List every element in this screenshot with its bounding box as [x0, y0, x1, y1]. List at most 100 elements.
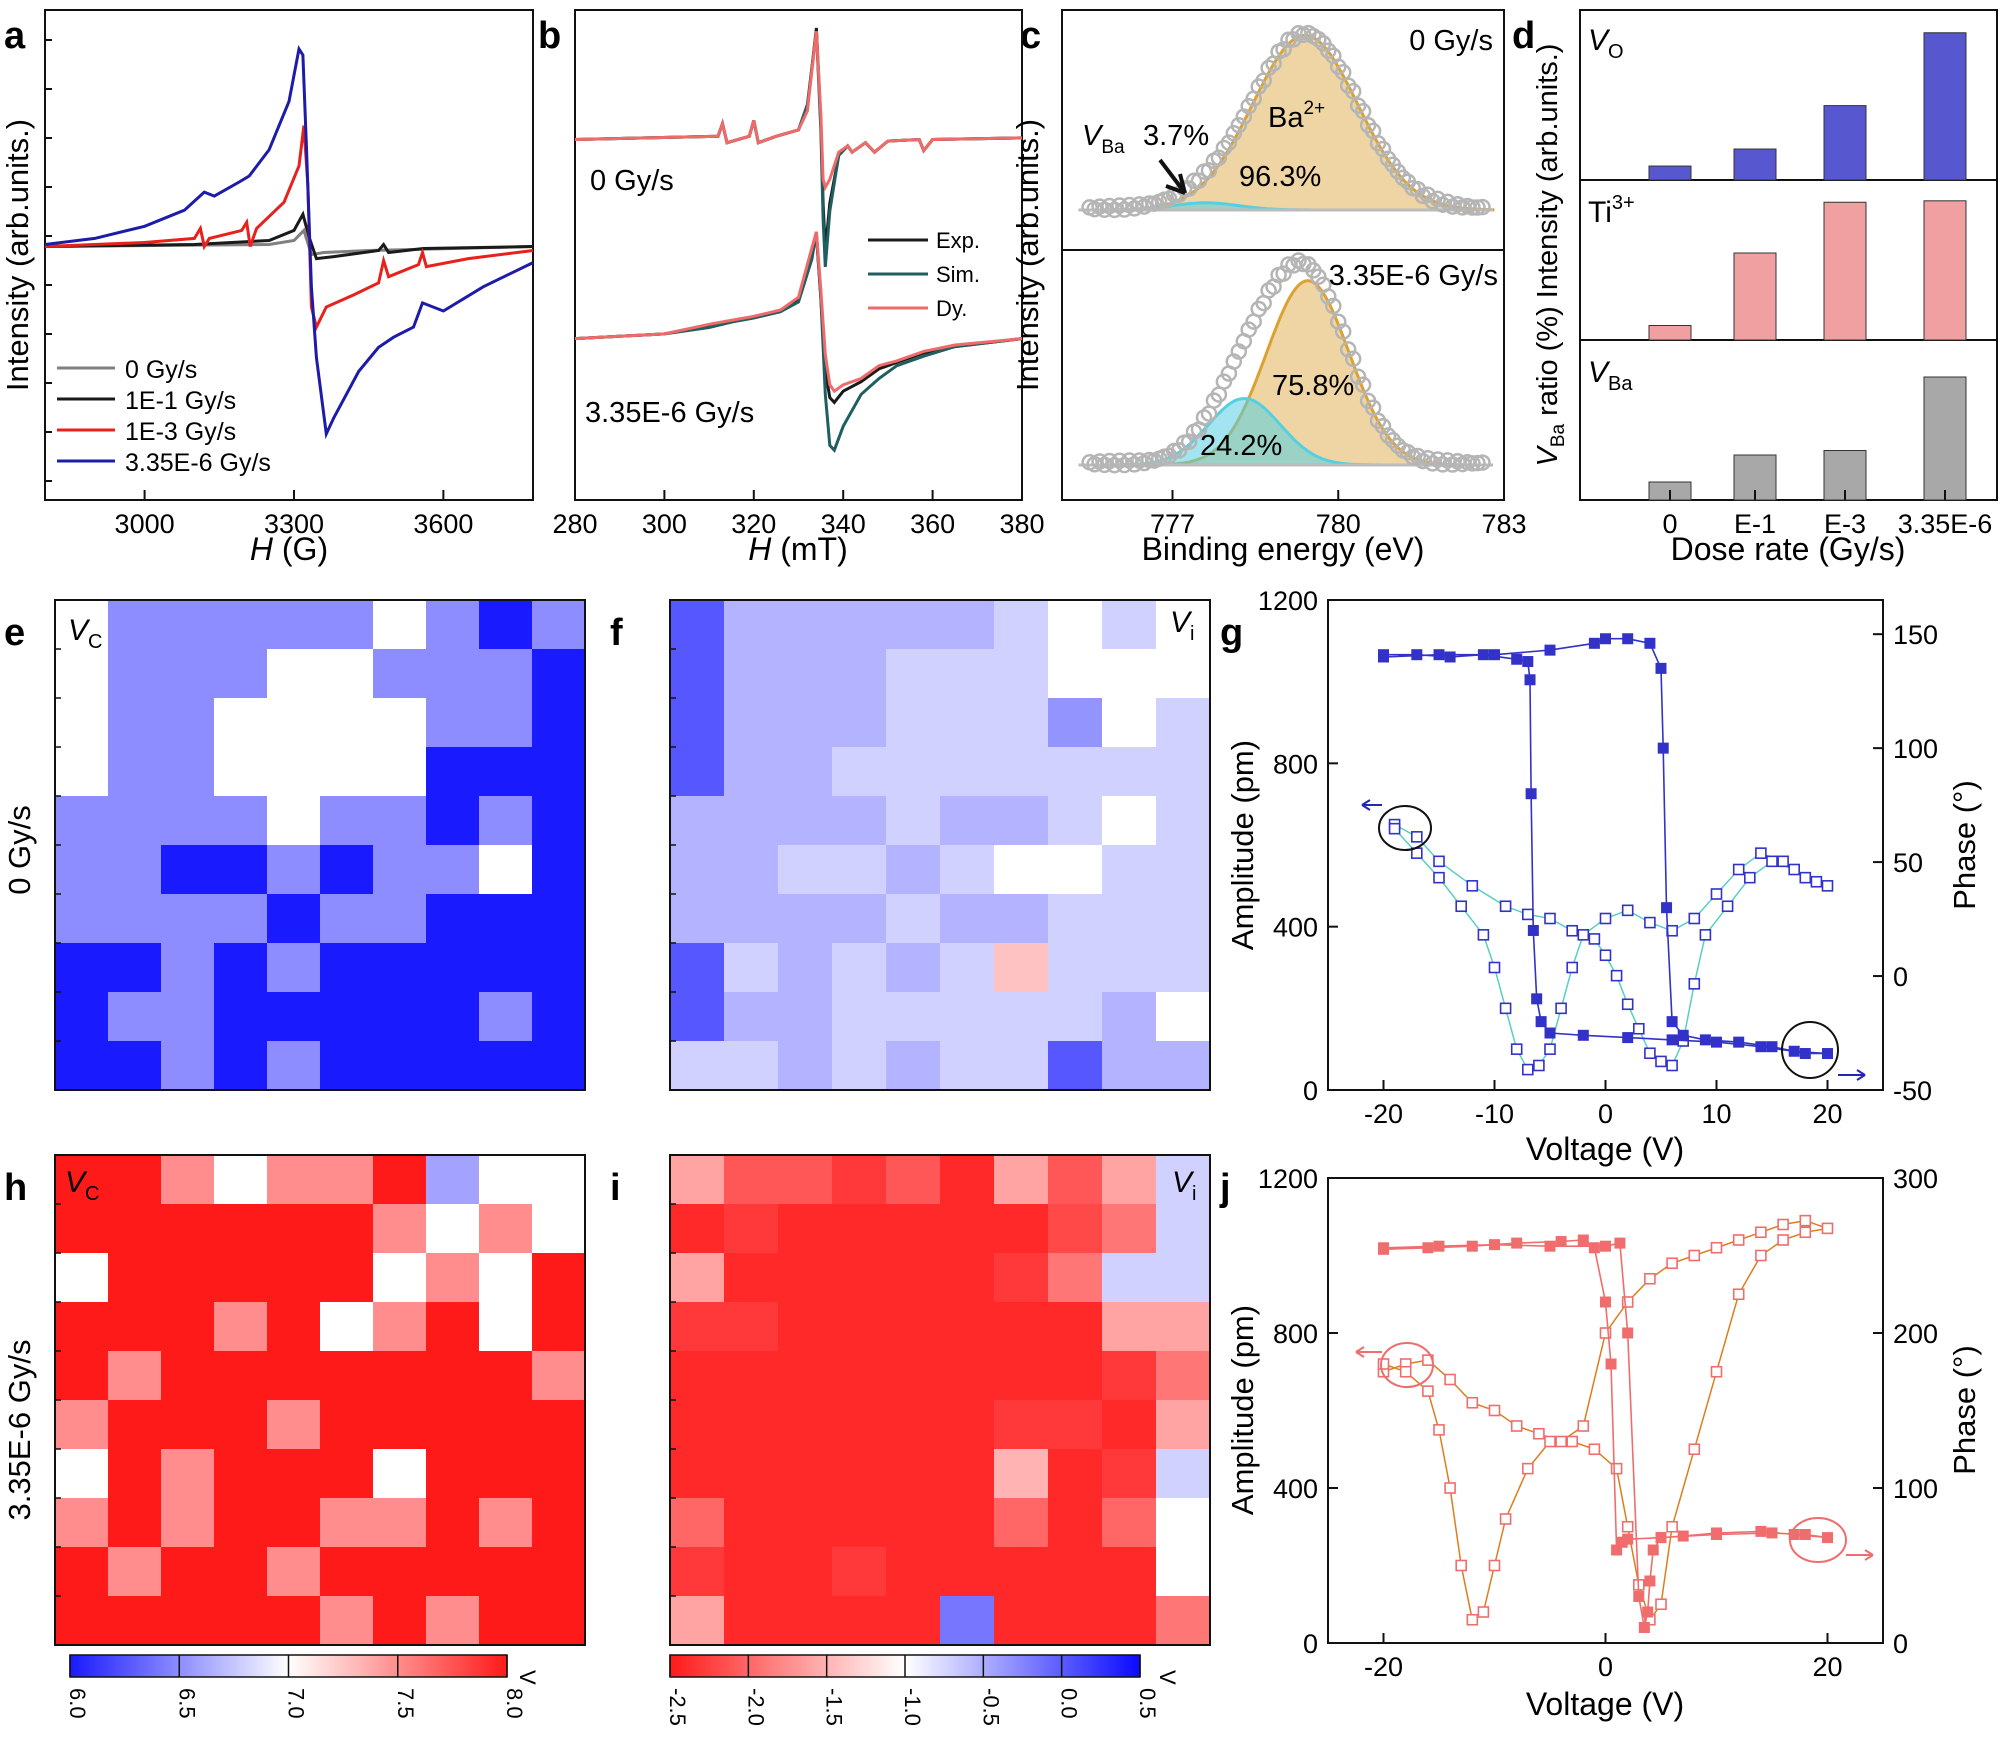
- heatmap-cell: [373, 600, 427, 650]
- j-amp-point: [1444, 1482, 1456, 1494]
- heatmap-cell: [778, 1155, 833, 1205]
- heatmap-cell: [724, 1449, 779, 1499]
- d-bar-0-3: [1923, 32, 1967, 181]
- g-phase-point: [1822, 1048, 1833, 1060]
- g-phase-point: [1788, 1045, 1800, 1057]
- heatmap-cell: [832, 1449, 887, 1499]
- heatmap-cell: [778, 1253, 833, 1303]
- heatmap-cell: [1048, 1155, 1103, 1205]
- marker-circle-right-g: [1781, 1021, 1839, 1079]
- heatmap-cell: [479, 649, 533, 699]
- heatmap-cell: [1102, 1351, 1157, 1401]
- panel-label-a: a: [4, 15, 26, 57]
- g-amp-point: [1788, 863, 1800, 876]
- cb2-tick-label: -2.5: [665, 1688, 690, 1726]
- panel-c-dose-bottom: 3.35E-6 Gy/s: [1329, 260, 1498, 292]
- c-data-point: [1464, 199, 1481, 216]
- panel-g-xlabel: Voltage (V): [1526, 1131, 1684, 1167]
- heatmap-cell: [479, 698, 533, 748]
- heatmap-cell: [214, 1400, 268, 1450]
- heatmap-cell: [940, 894, 995, 944]
- heatmap-cell: [994, 943, 1049, 993]
- cb2-tick-label: -0.5: [978, 1688, 1003, 1726]
- g-phase-point: [1622, 633, 1634, 645]
- g-phase-point: [1378, 651, 1389, 663]
- c-data-point: [1215, 139, 1233, 157]
- heatmap-cell: [1102, 796, 1157, 846]
- panel-d-xlabel: Dose rate (Gy/s): [1671, 531, 1906, 567]
- c-data-point: [1106, 201, 1123, 219]
- heatmap-cell: [778, 1351, 833, 1401]
- heatmap-f-title: Vi: [1170, 606, 1194, 645]
- panel-f: Vi: [669, 599, 1211, 1091]
- heatmap-cell: [161, 1449, 215, 1499]
- heatmap-cell: [373, 649, 427, 699]
- c-data-point: [1325, 297, 1342, 315]
- heatmap-cell: [1102, 1253, 1157, 1303]
- g-phase-point: [1644, 637, 1656, 649]
- heatmap-cell: [1102, 992, 1157, 1042]
- heatmap-cell: [670, 649, 725, 699]
- g-phase-point: [1411, 649, 1423, 661]
- j-phase-point: [1489, 1239, 1500, 1251]
- c-data-point: [1379, 427, 1397, 444]
- heatmap-cell: [108, 1400, 162, 1450]
- series-b-4: [574, 231, 1023, 453]
- heatmap-cell: [161, 1498, 215, 1548]
- heatmap-cell: [55, 1302, 109, 1352]
- heatmap-cell: [161, 992, 215, 1042]
- heatmap-cell: [724, 943, 779, 993]
- g-phase-point: [1527, 924, 1539, 936]
- heatmap-cell: [670, 796, 725, 846]
- heatmap-cell: [994, 1498, 1049, 1548]
- heatmap-cell: [532, 1253, 586, 1303]
- c-data-point: [1464, 455, 1481, 472]
- panel-c-fits: [1078, 24, 1495, 474]
- heatmap-cell: [1048, 698, 1103, 748]
- c-data-point: [1225, 125, 1243, 142]
- heatmap-cell: [1048, 1204, 1103, 1254]
- g-amp-point: [1821, 880, 1834, 892]
- heatmap-cell: [724, 600, 779, 650]
- heatmap-cell: [1156, 1351, 1211, 1401]
- heatmap-cell: [832, 1253, 887, 1303]
- j-amp-point: [1799, 1214, 1812, 1227]
- heatmap-cell: [426, 943, 480, 993]
- heatmap-cell: [108, 796, 162, 846]
- panel-g-series: [1378, 633, 1834, 1076]
- c-data-point: [1429, 451, 1446, 468]
- heatmap-h-cells: [55, 1155, 586, 1646]
- c-data-point: [1275, 265, 1292, 282]
- g-amp-point: [1433, 855, 1445, 868]
- heatmap-cell: [479, 600, 533, 650]
- heatmap-cell: [778, 1204, 833, 1254]
- heatmap-cell: [161, 1351, 215, 1401]
- heatmap-cell: [1156, 1498, 1211, 1548]
- heatmap-cell: [886, 894, 941, 944]
- heatmap-cell: [778, 1302, 833, 1352]
- row-label-bottom: 3.35E-6 Gy/s: [2, 1340, 37, 1521]
- heatmap-cell: [724, 1204, 779, 1254]
- j-ytick-label: 0: [1303, 1629, 1318, 1659]
- heatmap-f-cells: [670, 600, 1211, 1091]
- heatmap-cell: [832, 1351, 887, 1401]
- heatmap-cell: [1156, 1041, 1211, 1091]
- heatmap-cell: [1156, 796, 1211, 846]
- heatmap-cell: [479, 796, 533, 846]
- heatmap-cell: [1156, 943, 1211, 993]
- heatmap-cell: [426, 894, 480, 944]
- heatmap-cell: [1048, 1596, 1103, 1646]
- heatmap-cell: [373, 1547, 427, 1597]
- panel-d-ticks: 0 E-1 E-3 3.35E-6: [1662, 490, 1992, 539]
- j-amp-point: [1599, 1327, 1612, 1339]
- d-bar-1-1: [1733, 252, 1777, 341]
- heatmap-cell: [161, 1596, 215, 1646]
- d-xtick-label: 0: [1662, 509, 1677, 539]
- heatmap-cell: [1102, 600, 1157, 650]
- panel-a-xlabel: H (G): [250, 531, 328, 567]
- heatmap-cell: [214, 1498, 268, 1548]
- g-amp-point: [1655, 1055, 1667, 1068]
- c-data-point: [1185, 172, 1203, 189]
- heatmap-cell: [724, 649, 779, 699]
